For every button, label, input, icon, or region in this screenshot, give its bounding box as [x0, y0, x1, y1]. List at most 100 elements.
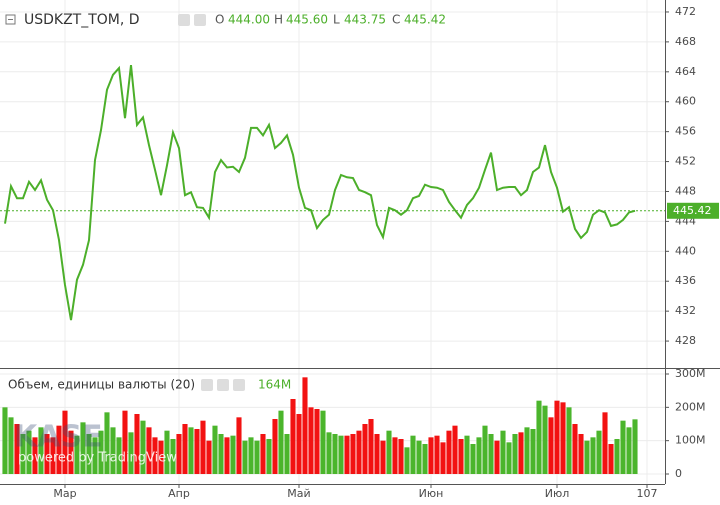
volume-bar	[194, 429, 200, 474]
price-line	[4, 64, 636, 321]
volume-bar	[428, 437, 434, 474]
volume-bar	[482, 425, 488, 474]
y2-tick-label: 0	[675, 467, 682, 480]
volume-bar	[326, 432, 332, 474]
y-tick-label: 464	[675, 65, 696, 78]
volume-bar	[266, 439, 272, 474]
volume-bar	[548, 417, 554, 474]
volume-bar	[80, 422, 86, 474]
volume-bar	[176, 434, 182, 474]
volume-bar	[584, 440, 590, 474]
volume-value: 164M	[258, 378, 291, 392]
volume-bar	[86, 434, 92, 474]
volume-bar	[470, 444, 476, 474]
volume-bar	[542, 405, 548, 474]
volume-bar	[242, 440, 248, 474]
volume-bar	[386, 430, 392, 474]
volume-bar	[512, 434, 518, 474]
volume-bar	[218, 434, 224, 474]
volume-bar	[620, 420, 626, 474]
volume-bar	[392, 437, 398, 474]
volume-bar	[344, 435, 350, 474]
settings-icon[interactable]	[217, 379, 229, 391]
volume-bar	[212, 425, 218, 474]
watermark: KASE	[14, 420, 103, 455]
volume-bar	[92, 437, 98, 474]
volume-bar	[422, 444, 428, 474]
y-tick-label: 428	[675, 334, 696, 347]
volume-bar	[32, 437, 38, 474]
volume-bar	[140, 420, 146, 474]
volume-bar	[62, 410, 68, 474]
volume-bar	[518, 432, 524, 474]
volume-bar	[380, 440, 386, 474]
last-price-label: 445.42	[673, 204, 712, 217]
volume-bar	[248, 437, 254, 474]
y-tick-label: 448	[675, 184, 696, 197]
symbol-title: USDKZT_TOM, D	[24, 12, 140, 28]
y-tick-label: 440	[675, 244, 696, 257]
x-tick-label: Июн	[419, 487, 444, 500]
volume-bar	[254, 440, 260, 474]
watermark-sub: powered by TradingView	[18, 451, 177, 466]
marks	[0, 64, 665, 474]
y2-tick-label: 200M	[675, 400, 706, 413]
volume-bar	[44, 434, 50, 474]
volume-bar	[188, 427, 194, 474]
volume-bar	[566, 407, 572, 474]
volume-bar	[410, 435, 416, 474]
volume-bar	[110, 427, 116, 474]
volume-bar	[608, 444, 614, 474]
settings-icon[interactable]	[194, 14, 206, 26]
x-tick-label: Июл	[545, 487, 570, 500]
y-tick-label: 436	[675, 274, 696, 287]
volume-legend: Объем, единицы валюты (20)	[8, 378, 195, 392]
last-price-box	[667, 202, 719, 219]
x-tick-label: Апр	[168, 487, 190, 500]
volume-bar	[200, 420, 206, 474]
volume-bar	[284, 434, 290, 474]
volume-bar	[122, 410, 128, 474]
volume-bar	[632, 419, 638, 474]
settings-icon[interactable]	[178, 14, 190, 26]
volume-bar	[374, 434, 380, 474]
collapse-icon[interactable]	[5, 14, 16, 25]
volume-bar	[578, 434, 584, 474]
y-tick-label: 432	[675, 304, 696, 317]
volume-bar	[116, 437, 122, 474]
volume-bar	[20, 434, 26, 474]
x-tick-label: Май	[287, 487, 310, 500]
volume-bar	[506, 442, 512, 474]
legend-value: 444.00	[228, 13, 270, 27]
legend-key: H	[274, 13, 283, 27]
volume-bar	[74, 435, 80, 474]
volume-bar	[68, 430, 74, 474]
volume-bar	[338, 435, 344, 474]
volume-bar	[458, 439, 464, 474]
volume-bar	[356, 430, 362, 474]
settings-icon[interactable]	[201, 379, 213, 391]
volume-bar	[350, 434, 356, 474]
x-tick-label: 107	[636, 487, 657, 500]
volume-bar	[368, 419, 374, 474]
volume-bar	[290, 399, 296, 474]
volume-bar	[128, 432, 134, 474]
volume-bar	[362, 424, 368, 474]
volume-bar	[230, 435, 236, 474]
volume-bar	[206, 440, 212, 474]
y-tick-label: 452	[675, 155, 696, 168]
y-tick-label: 468	[675, 35, 696, 48]
volume-bar	[314, 409, 320, 474]
y2-tick-label: 100M	[675, 434, 706, 447]
volume-bar	[536, 400, 542, 474]
volume-bar	[272, 419, 278, 474]
volume-bar	[8, 417, 14, 474]
volume-bar	[320, 410, 326, 474]
y-tick-label: 472	[675, 5, 696, 18]
volume-bar	[488, 434, 494, 474]
volume-bar	[170, 439, 176, 474]
settings-icon[interactable]	[233, 379, 245, 391]
legend-key: L	[333, 13, 340, 27]
grid	[0, 0, 665, 484]
